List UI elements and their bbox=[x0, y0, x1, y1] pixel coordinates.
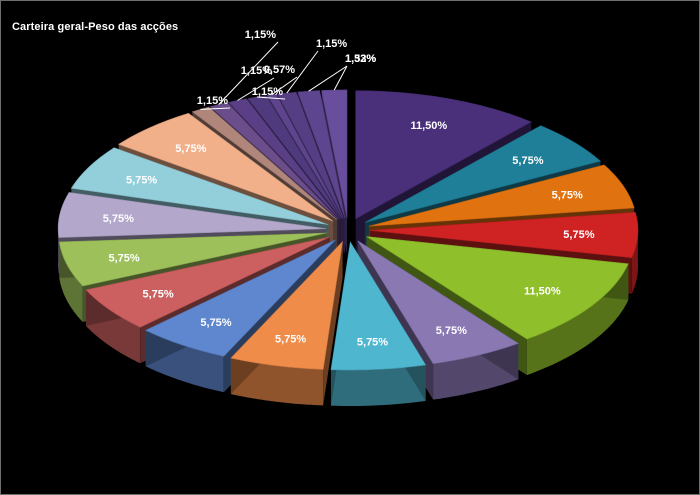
slice-label-20: 1,15% bbox=[316, 38, 347, 50]
leader-line-22 bbox=[333, 65, 348, 91]
pie-slice-13 bbox=[70, 147, 329, 225]
leader-line-15 bbox=[200, 107, 231, 110]
slice-label-21: 1,32% bbox=[345, 53, 376, 65]
slice-label-11: 5,75% bbox=[108, 253, 139, 265]
slice-label-2: 5,75% bbox=[512, 155, 543, 167]
slice-label-18: 1,15% bbox=[252, 86, 283, 98]
slice-label-8: 5,75% bbox=[275, 333, 306, 345]
leader-line-17 bbox=[237, 77, 275, 101]
pie-slice-2 bbox=[364, 125, 602, 223]
pie-slice-9 bbox=[145, 239, 336, 357]
slice-label-16: 1,15% bbox=[245, 29, 276, 41]
leader-line-19 bbox=[271, 76, 298, 96]
slice-label-15: 1,15% bbox=[197, 95, 228, 107]
slice-label-4: 5,75% bbox=[563, 229, 594, 241]
pie-slice-3 bbox=[368, 164, 635, 227]
slice-label-7: 5,75% bbox=[357, 336, 388, 348]
slice-label-3: 5,75% bbox=[552, 190, 583, 202]
pie-slice-6 bbox=[357, 240, 519, 365]
slice-label-19: 0,57% bbox=[264, 64, 295, 76]
slice-label-10: 5,75% bbox=[142, 289, 173, 301]
slice-label-1: 11,50% bbox=[410, 120, 447, 132]
pie-slice-18 bbox=[247, 95, 342, 219]
slice-label-17: 1,15% bbox=[241, 65, 272, 77]
pie-slice-14 bbox=[118, 112, 334, 222]
pie-slice-21 bbox=[297, 90, 346, 219]
slice-label-14: 5,75% bbox=[175, 143, 206, 155]
slice-label-9: 5,75% bbox=[200, 317, 231, 329]
pie-slice-4 bbox=[369, 211, 639, 259]
leader-line-20 bbox=[286, 50, 319, 94]
slice-label-13: 5,75% bbox=[126, 175, 157, 187]
slice-label-6: 5,75% bbox=[436, 325, 467, 337]
leader-line-21 bbox=[308, 65, 348, 92]
pie-slice-1 bbox=[355, 90, 532, 220]
pie-slice-12 bbox=[57, 192, 327, 238]
pie-slice-5 bbox=[366, 236, 629, 340]
slice-label-5: 11,50% bbox=[524, 286, 561, 298]
chart-title: Carteira geral-Peso das acções bbox=[12, 21, 179, 33]
slice-label-12: 5,75% bbox=[103, 213, 134, 225]
pie-slice-10 bbox=[85, 236, 331, 328]
pie-slice-11 bbox=[58, 232, 327, 287]
pie-slice-7 bbox=[330, 241, 427, 371]
leader-line-16 bbox=[218, 41, 279, 105]
slice-label-22: 1,53% bbox=[345, 53, 376, 65]
pie-slice-8 bbox=[230, 240, 343, 370]
leader-line-18 bbox=[256, 96, 286, 100]
